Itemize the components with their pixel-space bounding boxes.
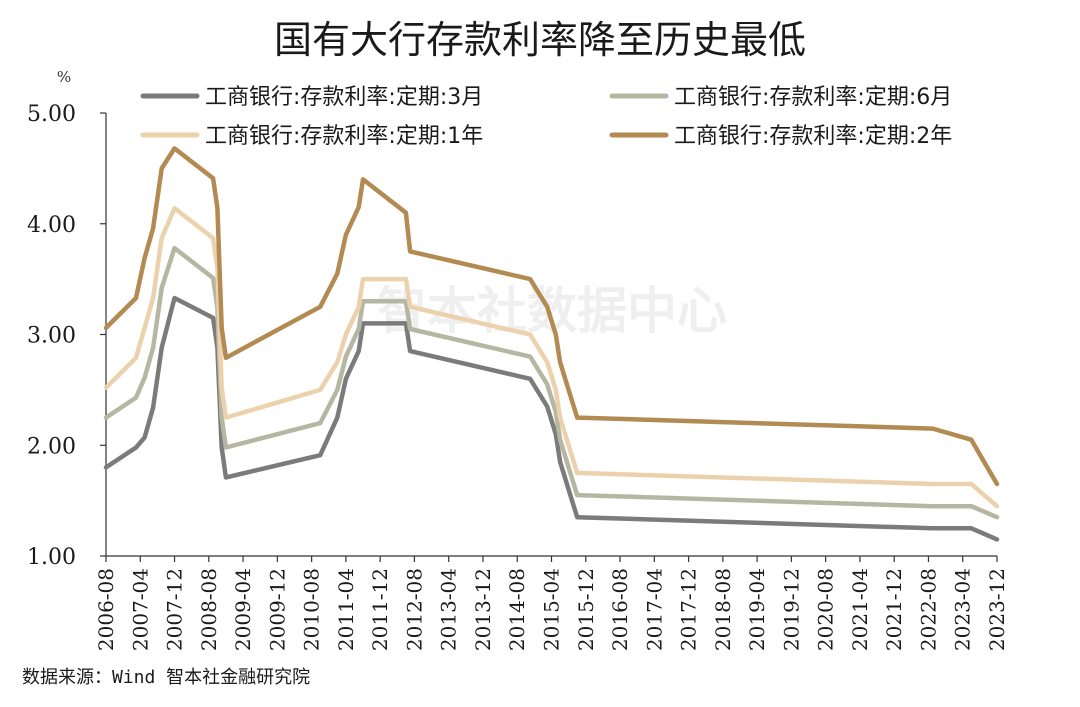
x-axis-ticks: 2006-08 2007-04 2007-12 2008-08 2009-04 2009-… xyxy=(94,556,1009,651)
x-tick-label: 2023-12 xyxy=(985,568,1009,651)
x-tick-label: 2009-12 xyxy=(265,568,289,651)
x-tick-label: 2019-04 xyxy=(745,568,769,651)
series-line-3 xyxy=(103,205,1000,509)
y-tick-label: 5.00 xyxy=(27,102,76,127)
y-axis-ticks: 1.00 2.00 3.00 4.00 5.00 xyxy=(27,102,106,570)
x-tick-label: 2014-08 xyxy=(505,568,529,651)
legend-label-2: 工商银行:存款利率:定期:6月 xyxy=(674,85,952,110)
x-tick-label: 2013-12 xyxy=(471,568,495,651)
x-tick-label: 2013-04 xyxy=(437,568,461,651)
x-tick-label: 2007-12 xyxy=(163,568,187,651)
x-tick-label: 2019-12 xyxy=(779,568,803,651)
series-line-2 xyxy=(103,245,1000,520)
x-tick-label: 2015-04 xyxy=(540,568,564,651)
legend-label-4: 工商银行:存款利率:定期:2年 xyxy=(674,124,952,149)
y-tick-label: 4.00 xyxy=(27,213,76,238)
y-unit-label: % xyxy=(57,68,71,86)
x-tick-label: 2023-04 xyxy=(951,568,975,651)
x-tick-label: 2009-04 xyxy=(231,568,255,651)
x-tick-label: 2006-08 xyxy=(94,568,118,651)
chart-title: 国有大行存款利率降至历史最低 xyxy=(274,18,806,62)
series-line-1 xyxy=(103,295,1000,542)
series-line-4 xyxy=(103,146,1000,487)
legend-label-1: 工商银行:存款利率:定期:3月 xyxy=(205,85,483,110)
series-lines xyxy=(103,146,1000,542)
x-tick-label: 2018-08 xyxy=(711,568,735,651)
x-tick-label: 2011-04 xyxy=(334,568,358,651)
source-note: 数据来源：Wind 智本社金融研究院 xyxy=(22,667,310,688)
x-tick-label: 2012-08 xyxy=(402,568,426,651)
x-tick-label: 2021-12 xyxy=(882,568,906,651)
y-tick-label: 2.00 xyxy=(27,434,76,459)
x-tick-label: 2016-08 xyxy=(608,568,632,651)
x-tick-label: 2017-12 xyxy=(677,568,701,651)
legend: 工商银行:存款利率:定期:3月 工商银行:存款利率:定期:6月工商银行:存款利率:… xyxy=(140,85,952,149)
x-tick-label: 2011-12 xyxy=(368,568,392,651)
y-tick-label: 3.00 xyxy=(27,324,76,349)
y-tick-label: 1.00 xyxy=(27,545,76,570)
x-tick-label: 2021-04 xyxy=(848,568,872,651)
x-tick-label: 2022-08 xyxy=(916,568,940,651)
x-tick-label: 2015-12 xyxy=(574,568,598,651)
legend-label-3: 工商银行:存款利率:定期:1年 xyxy=(205,124,483,149)
x-tick-label: 2020-08 xyxy=(814,568,838,651)
x-tick-label: 2010-08 xyxy=(300,568,324,651)
x-tick-label: 2007-04 xyxy=(128,568,152,651)
x-tick-label: 2008-08 xyxy=(197,568,221,651)
x-tick-label: 2017-04 xyxy=(642,568,666,651)
